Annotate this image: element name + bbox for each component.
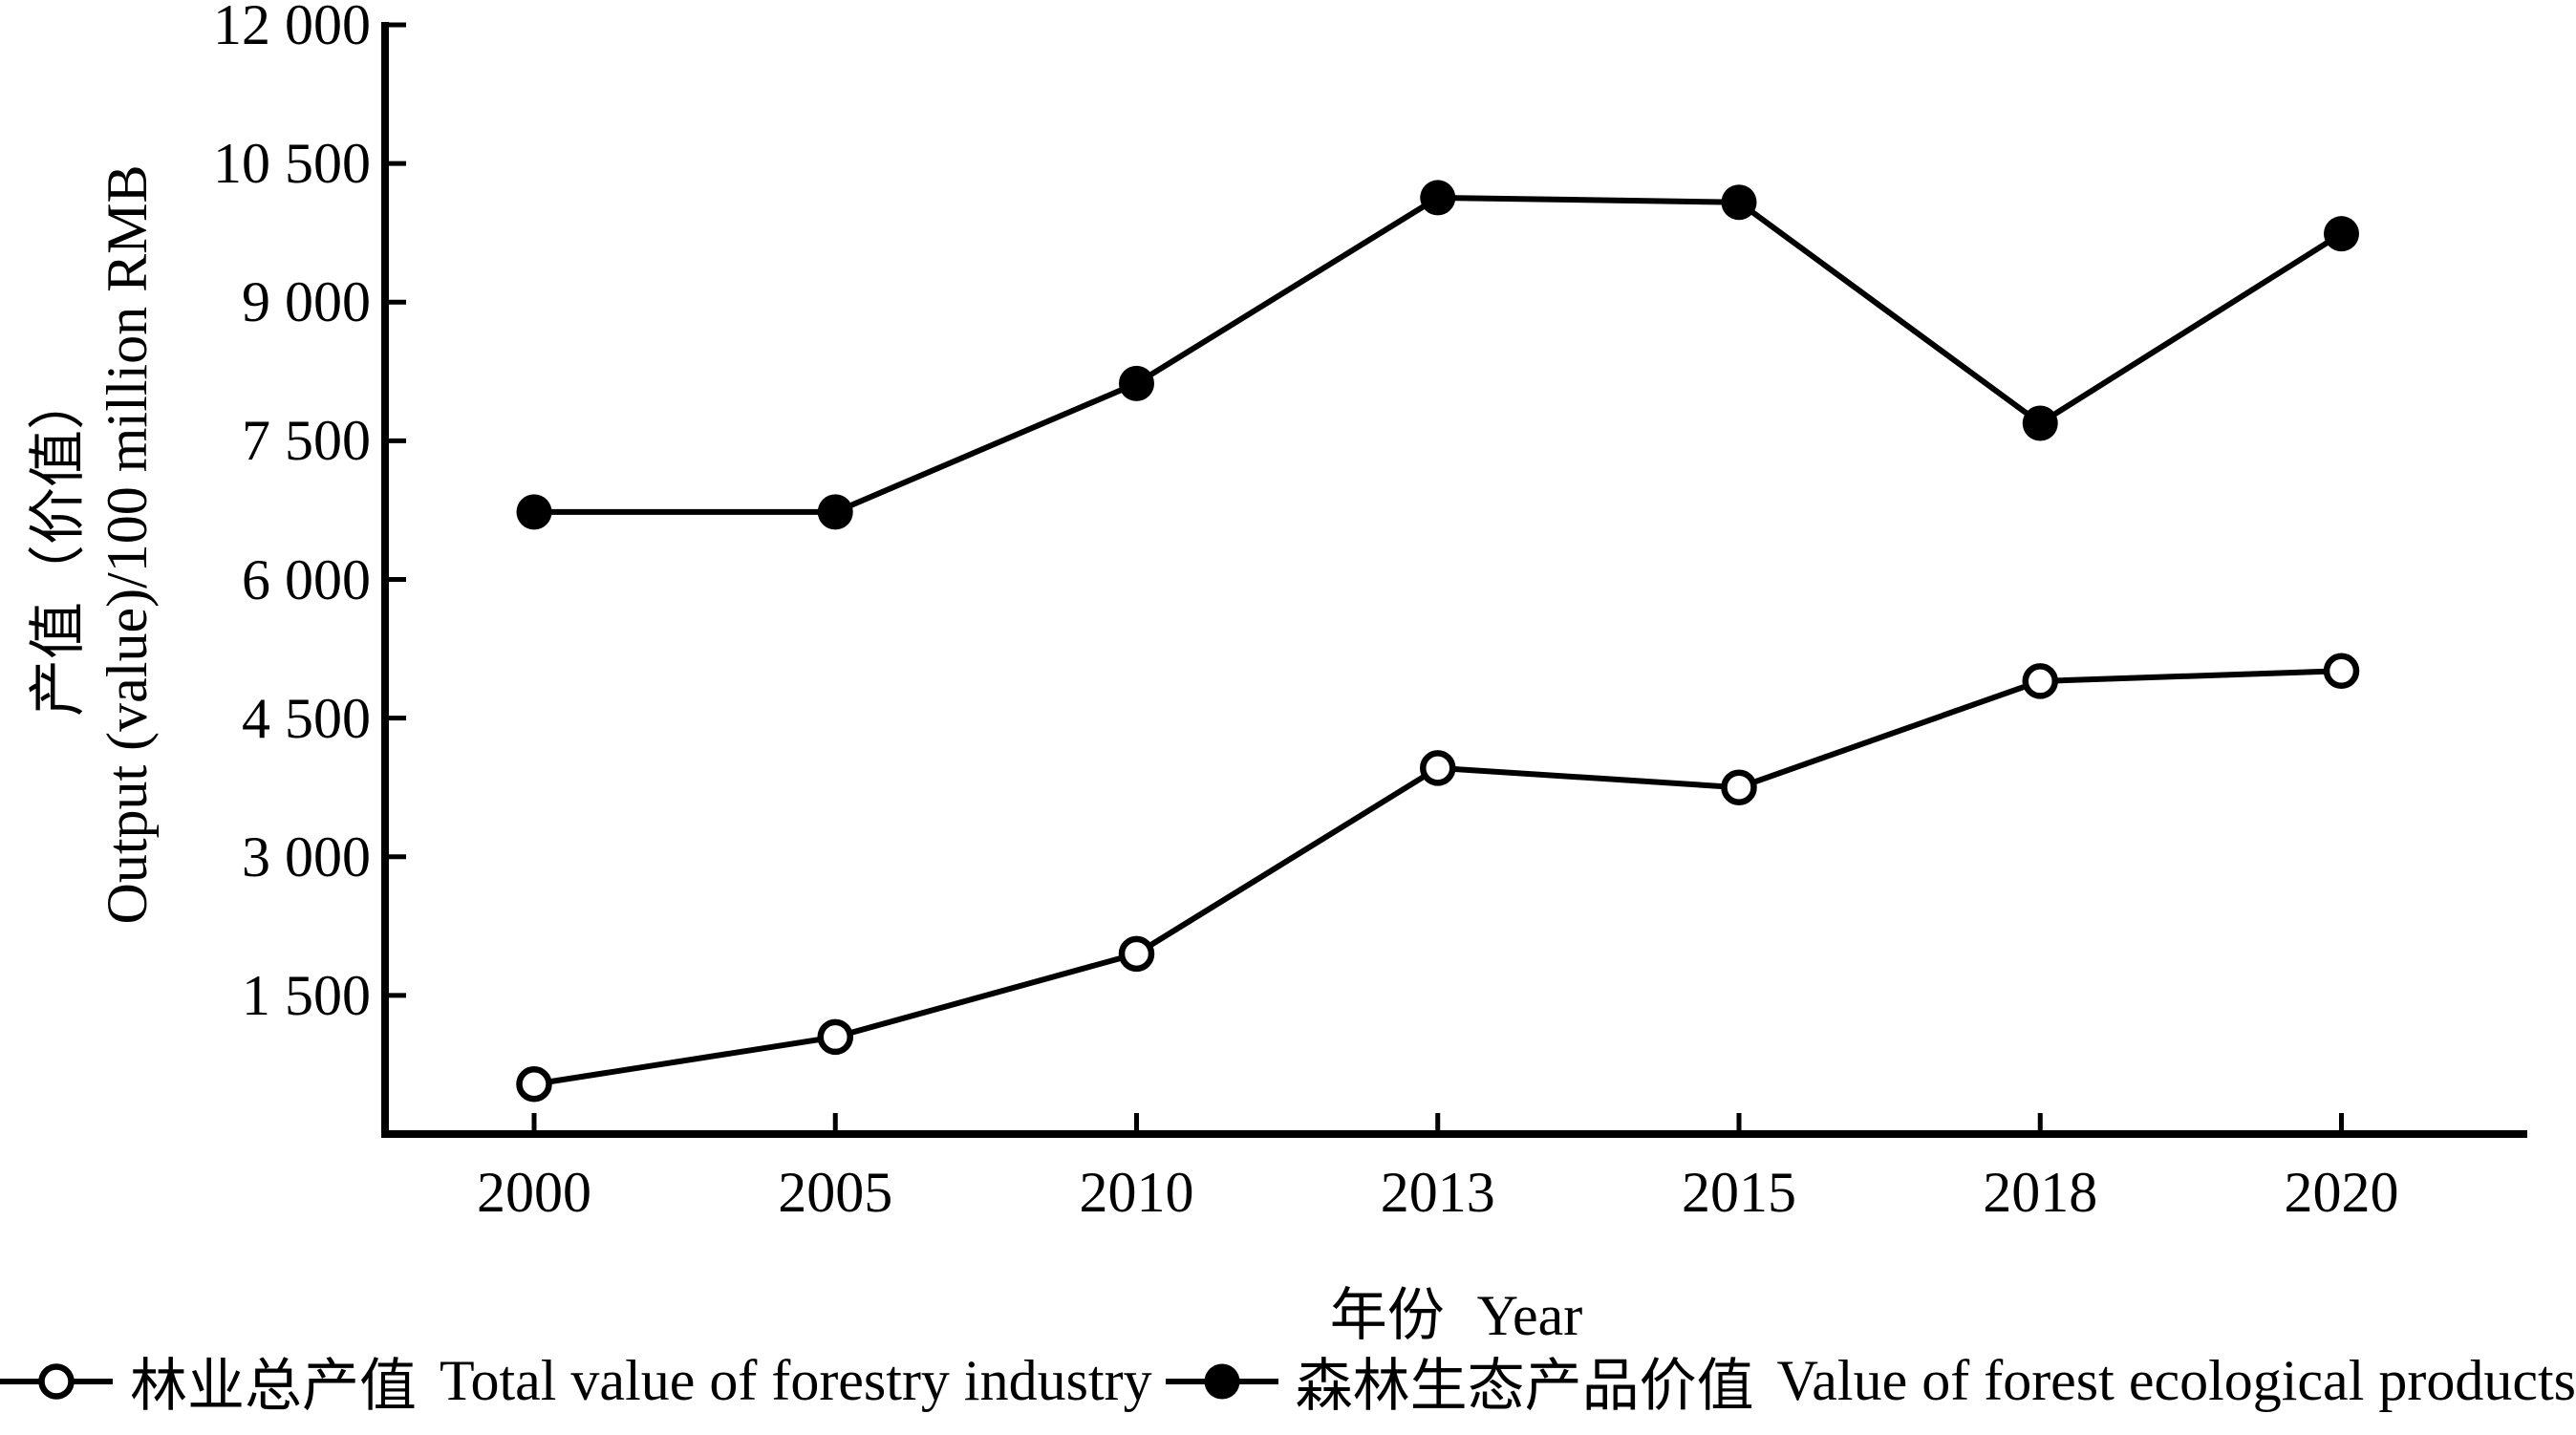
data-point-filled-circle xyxy=(1420,180,1456,216)
x-axis-title: 年份 Year xyxy=(385,1269,2527,1352)
y-tick-label: 6 000 xyxy=(242,547,371,611)
y-tick-label: 1 500 xyxy=(242,963,371,1027)
x-tick-label: 2020 xyxy=(2284,1161,2399,1224)
filled-circle-marker-icon xyxy=(1165,1363,1278,1399)
legend: 林业总产值 Total value of forestry industry 森林生… xyxy=(0,1339,2576,1423)
x-tick-label: 2005 xyxy=(778,1161,893,1224)
legend-label-en: Value of forest ecological products xyxy=(1776,1349,2576,1412)
data-point-filled-circle xyxy=(516,494,552,530)
data-point-filled-circle xyxy=(817,494,853,530)
y-tick-label: 12 000 xyxy=(213,0,371,56)
series-line-filled-circle xyxy=(534,194,2344,515)
data-point-open-circle xyxy=(1721,769,1757,805)
legend-label-zh: 森林生态产品价值 xyxy=(1295,1355,1754,1418)
y-tick-label: 7 500 xyxy=(242,409,371,473)
data-point-open-circle xyxy=(2323,653,2360,690)
legend-item-filled-circle: 森林生态产品价值 Value of forest ecological produ… xyxy=(1165,1339,2576,1423)
series-line-open-circle xyxy=(533,668,2342,1087)
data-point-open-circle xyxy=(1118,935,1155,973)
x-tick-label: 2000 xyxy=(477,1161,591,1224)
y-tick-label: 10 500 xyxy=(213,132,371,196)
x-tick-label: 2018 xyxy=(1983,1161,2098,1224)
x-tick-label: 2015 xyxy=(1682,1161,1796,1224)
legend-label-en: Total value of forestry industry xyxy=(440,1349,1152,1412)
x-axis-title-zh: 年份 xyxy=(1329,1284,1445,1347)
data-point-open-circle xyxy=(2022,663,2058,699)
y-tick-label: 4 500 xyxy=(242,686,371,750)
x-tick-label: 2010 xyxy=(1079,1161,1194,1224)
y-tick-label: 3 000 xyxy=(242,825,371,889)
data-point-filled-circle xyxy=(2324,216,2359,252)
data-point-open-circle xyxy=(1420,750,1456,786)
open-circle-marker-icon xyxy=(0,1362,113,1400)
legend-item-open-circle: 林业总产值 Total value of forestry industry xyxy=(0,1339,1152,1423)
data-point-filled-circle xyxy=(2022,405,2058,441)
y-tick-label: 9 000 xyxy=(242,270,371,334)
legend-label-zh: 林业总产值 xyxy=(130,1355,417,1418)
data-point-filled-circle xyxy=(1119,365,1154,401)
x-axis-title-en: Year xyxy=(1476,1284,1583,1347)
data-point-filled-circle xyxy=(1721,184,1757,221)
x-tick-label: 2013 xyxy=(1380,1161,1495,1224)
data-point-open-circle xyxy=(516,1066,552,1103)
data-point-open-circle xyxy=(817,1018,853,1056)
